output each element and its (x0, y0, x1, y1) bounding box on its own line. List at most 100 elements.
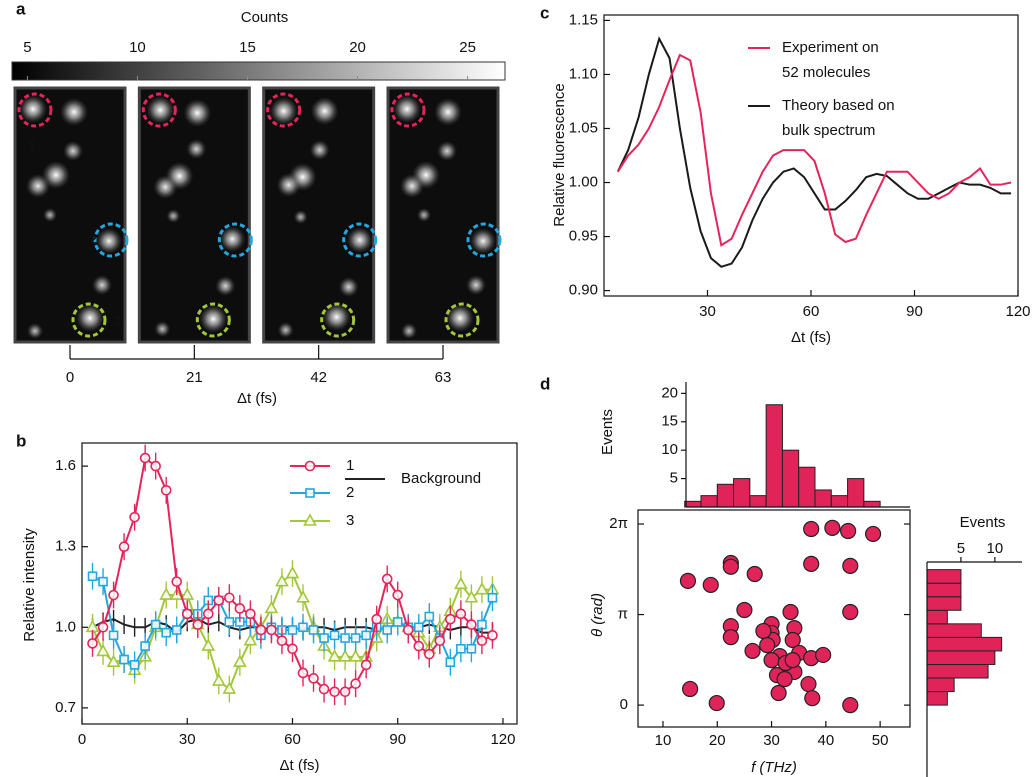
y-axis-title: Events (599, 409, 616, 455)
x-tick-label: 30 (699, 303, 716, 320)
scatter-point (784, 631, 801, 649)
molecule-marker (466, 222, 502, 258)
data-point (296, 590, 310, 603)
colorbar-tick-label: 10 (129, 39, 146, 56)
molecule-marker (93, 222, 129, 258)
legend-label: Background (401, 470, 481, 487)
x-tick-label: 50 (872, 732, 889, 749)
data-point (350, 678, 361, 690)
data-point (303, 513, 317, 526)
histogram-bar (926, 623, 982, 638)
data-point (329, 630, 340, 641)
x-tick-label: 21 (186, 369, 203, 386)
data-point (305, 488, 315, 498)
fluorescent-spot (92, 275, 112, 295)
series-line (616, 36, 1012, 268)
molecule-marker (141, 92, 177, 128)
image-frame (137, 86, 251, 344)
x-tick-label: 5 (957, 540, 965, 557)
molecule-marker (444, 302, 480, 338)
histogram-bar (926, 582, 962, 598)
data-point (96, 643, 110, 657)
histogram-bar (863, 500, 881, 508)
x-tick-label: 120 (1005, 303, 1030, 320)
molecule-marker (217, 222, 253, 258)
fluorescent-spot (153, 175, 178, 199)
data-point (98, 576, 108, 587)
fluorescent-spot (63, 141, 83, 161)
histogram-bar (926, 691, 948, 706)
colorbar (11, 61, 506, 81)
image-frame (386, 86, 500, 344)
scatter-point (842, 696, 859, 714)
x-axis-title: Δt (fs) (279, 757, 319, 774)
fluorescent-spot (446, 304, 474, 332)
fluorescent-spot (400, 174, 424, 198)
fluorescent-spot (393, 95, 421, 123)
molecule-marker (342, 222, 378, 258)
fluorescent-spot (60, 98, 88, 126)
data-point (476, 635, 488, 647)
legend-label: 1 (346, 457, 354, 474)
data-point (466, 619, 477, 630)
colorbar-title: Counts (241, 9, 289, 26)
scatter-point (722, 628, 739, 646)
data-point (118, 541, 130, 552)
fluorescent-spot (322, 303, 351, 331)
scatter-point (759, 637, 776, 654)
fluorescent-spot (199, 305, 228, 333)
series-line (616, 53, 1012, 247)
y-tick-label: 1.00 (569, 173, 598, 190)
data-point (466, 643, 477, 654)
x-tick-label: 10 (655, 732, 672, 749)
data-point (445, 657, 456, 668)
histogram-bar (926, 569, 962, 584)
data-point (119, 654, 129, 665)
data-point (319, 633, 329, 643)
data-point (382, 625, 393, 635)
colorbar-tick-label: 20 (349, 39, 366, 56)
x-axis-title: Δt (fs) (791, 329, 831, 346)
data-point (424, 611, 435, 622)
data-point (222, 681, 237, 694)
data-point (224, 617, 235, 627)
data-point (287, 643, 298, 655)
legend-label: Theory based on bulk spectrum (782, 97, 895, 139)
fluorescent-spot (183, 99, 212, 127)
data-point (87, 638, 98, 649)
y-tick-label: 1.6 (55, 457, 76, 474)
scatter-point (842, 557, 859, 575)
scatter-point (803, 520, 820, 538)
y-axis-title: Relative intensity (21, 528, 38, 642)
y-axis-title: Relative fluorescence (551, 83, 568, 226)
data-point (213, 595, 225, 606)
x-tick-label: 60 (284, 731, 301, 748)
data-point (297, 667, 309, 679)
y-tick-label: 2π (609, 515, 628, 532)
molecule-marker (266, 92, 302, 128)
scatter-point (815, 646, 832, 664)
scatter-point (784, 652, 801, 669)
histogram-bar (926, 636, 1003, 652)
data-point (348, 649, 363, 662)
scatter-point (708, 694, 725, 712)
data-point (329, 686, 340, 698)
data-point (161, 627, 171, 638)
histogram-bar (847, 478, 865, 508)
fluorescent-spot (96, 228, 122, 254)
data-point (87, 571, 98, 582)
fluorescent-spot (470, 228, 496, 254)
y-tick-label: π (618, 606, 628, 623)
histogram-bar (765, 404, 783, 508)
histogram-bar (814, 489, 832, 508)
legend-label: 2 (346, 484, 354, 501)
data-point (129, 511, 140, 523)
histogram-bar (700, 495, 718, 508)
fluorescent-spot (186, 139, 207, 159)
histogram-bar (781, 449, 800, 508)
x-tick-label: 0 (66, 369, 74, 386)
molecule-label: 2 (89, 231, 97, 248)
data-point (456, 643, 466, 654)
histogram-bar (733, 478, 751, 508)
